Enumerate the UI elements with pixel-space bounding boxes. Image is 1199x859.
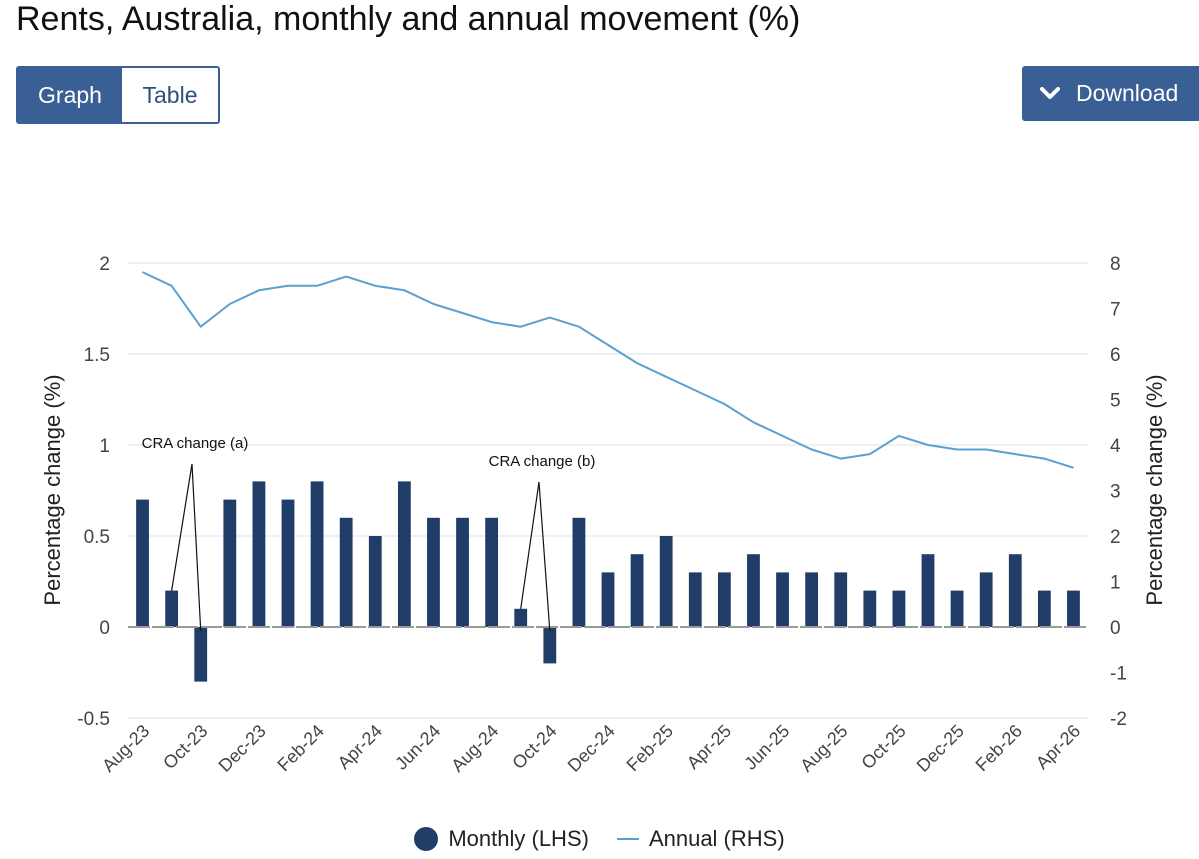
x-tick: Feb-25 — [623, 721, 677, 775]
bar — [1067, 590, 1080, 627]
download-button[interactable]: Download — [1022, 66, 1199, 121]
bar — [485, 517, 499, 627]
bar — [659, 536, 673, 627]
y-axis-label-right: Percentage change (%) — [1142, 374, 1167, 605]
y-tick-right: 4 — [1110, 436, 1121, 457]
y-axis-label-left: Percentage change (%) — [40, 374, 65, 605]
x-tick: Apr-24 — [334, 721, 386, 773]
bar — [717, 572, 731, 627]
bar — [165, 590, 179, 627]
page-title: Rents, Australia, monthly and annual mov… — [16, 0, 801, 38]
bar — [397, 481, 411, 627]
annotation-leader — [191, 463, 202, 632]
bar — [572, 517, 586, 627]
annotation-label: CRA change (a) — [142, 435, 249, 452]
x-tick: Feb-26 — [972, 721, 1026, 775]
series-line — [142, 271, 1074, 469]
x-tick: Apr-26 — [1032, 721, 1084, 773]
x-tick: Oct-25 — [857, 721, 909, 773]
bar — [892, 590, 906, 627]
bar — [339, 517, 353, 627]
y-tick-left: 0.5 — [84, 527, 110, 548]
bar — [747, 554, 760, 627]
y-tick-left: 2 — [99, 254, 110, 275]
legend-line-swatch — [616, 838, 639, 840]
annotation-leader — [171, 463, 193, 591]
y-tick-right: -1 — [1110, 664, 1127, 685]
bar — [601, 572, 615, 627]
bar — [252, 481, 266, 627]
x-tick: Aug-24 — [447, 721, 502, 776]
y-tick-left: 1 — [99, 436, 110, 457]
y-tick-right: 2 — [1110, 527, 1121, 548]
y-tick-left: 1.5 — [84, 345, 110, 366]
bar — [281, 499, 295, 627]
download-label: Download — [1076, 80, 1179, 106]
tab-table[interactable]: Table — [122, 68, 218, 122]
y-tick-left: -0.5 — [77, 709, 110, 730]
bars-monthly — [136, 481, 1080, 682]
bar — [368, 536, 382, 627]
legend-label-annual: Annual (RHS) — [648, 826, 785, 851]
legend-item-monthly[interactable]: Monthly (LHS) — [414, 826, 589, 852]
bar — [136, 499, 149, 627]
bar — [514, 608, 528, 627]
annotation-leader — [520, 481, 540, 609]
x-tick: Aug-25 — [796, 721, 851, 776]
x-tick: Oct-24 — [508, 721, 560, 773]
bar — [456, 517, 469, 627]
bar — [863, 590, 877, 627]
tab-graph[interactable]: Graph — [18, 68, 122, 122]
legend-bar-swatch — [414, 827, 439, 851]
y-tick-right: 1 — [1110, 573, 1121, 594]
x-tick: Oct-23 — [159, 721, 211, 773]
legend: Monthly (LHS) Annual (RHS) — [0, 826, 1199, 852]
bar — [1008, 554, 1022, 627]
bar — [688, 572, 702, 627]
x-tick: Apr-25 — [683, 721, 735, 773]
gridlines — [128, 262, 1088, 719]
annotation-label: CRA change (b) — [489, 453, 596, 470]
bar — [979, 572, 993, 627]
view-toggle: Graph Table — [16, 66, 220, 124]
bar — [543, 627, 557, 664]
chevron-down-icon — [1040, 83, 1062, 105]
bar — [834, 572, 848, 627]
x-tick: Dec-24 — [564, 721, 619, 776]
bar — [427, 517, 440, 627]
bar — [223, 499, 237, 627]
bar — [950, 590, 964, 627]
y-tick-right: 6 — [1110, 345, 1121, 366]
y-tick-right: 7 — [1110, 300, 1121, 321]
x-tick: Dec-25 — [913, 721, 968, 776]
y-tick-left: 0 — [99, 618, 110, 639]
bar — [805, 572, 819, 627]
line-annual — [142, 271, 1074, 469]
bar — [921, 554, 935, 627]
annotations: CRA change (a) CRA change (b) — [142, 435, 596, 632]
annotation-leader — [538, 481, 551, 632]
y-tick-right: 5 — [1110, 391, 1121, 412]
x-tick: Feb-24 — [273, 721, 327, 775]
bar — [630, 554, 644, 627]
y-tick-right: -2 — [1110, 709, 1127, 730]
x-tick: Dec-23 — [215, 721, 270, 776]
y-tick-right: 3 — [1110, 482, 1121, 503]
y-tick-right: 0 — [1110, 618, 1121, 639]
legend-item-annual[interactable]: Annual (RHS) — [616, 826, 785, 852]
bar — [776, 572, 789, 627]
bar — [1037, 590, 1051, 627]
x-tick: Jun-24 — [391, 721, 444, 774]
y-tick-right: 8 — [1110, 254, 1121, 275]
x-tick: Jun-25 — [740, 721, 793, 774]
bar — [310, 481, 324, 627]
bar — [194, 627, 208, 682]
legend-label-monthly: Monthly (LHS) — [448, 826, 589, 851]
